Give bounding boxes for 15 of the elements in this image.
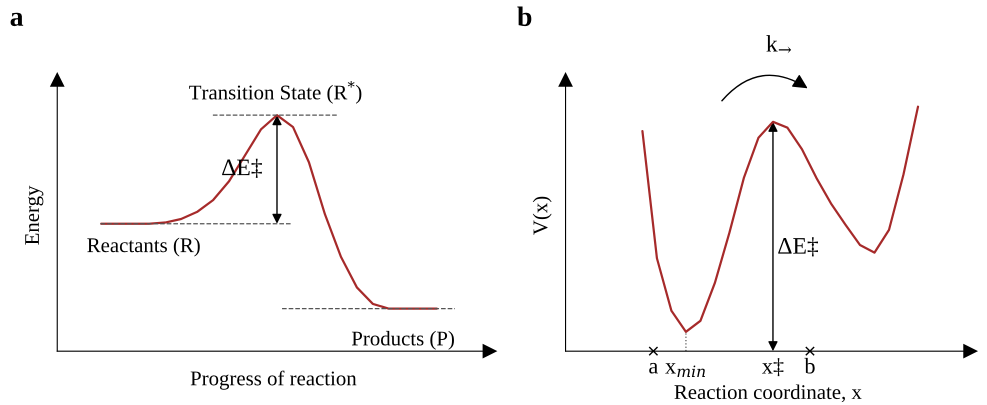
- x-axis-title: Reaction coordinate, x: [674, 384, 862, 402]
- text: a: [649, 362, 658, 374]
- y-axis-title: V(x): [532, 196, 552, 235]
- x-axis-title: Progress of reaction: [190, 370, 356, 390]
- text: x‡: [762, 358, 784, 376]
- chart-title: a: [10, 12, 24, 26]
- text: k$_{→}$: [766, 35, 792, 54]
- ref-line-label: Products (P): [352, 330, 454, 350]
- text: x$_{min}$: [665, 363, 706, 377]
- chart-title: b: [517, 6, 532, 26]
- ref-line-label: Reactants (R): [87, 238, 200, 256]
- y-axis-title: Energy: [25, 186, 44, 245]
- annotation: ΔE‡: [778, 237, 818, 256]
- text: b: [804, 358, 815, 374]
- ref-line-label: Transition State (R$^{*}$): [189, 80, 362, 104]
